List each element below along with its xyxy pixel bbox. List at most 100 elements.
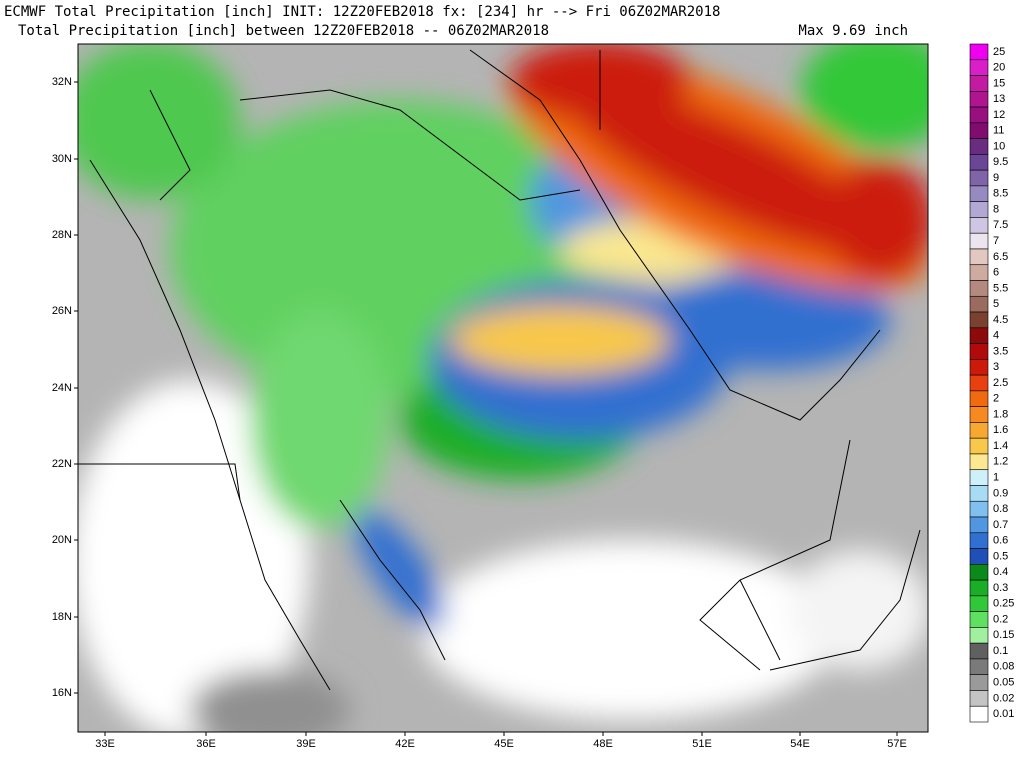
legend-label: 0.25: [993, 598, 1014, 610]
legend-swatch: [969, 43, 989, 61]
legend-swatch: [969, 359, 989, 376]
legend-swatch: [969, 91, 989, 108]
legend-label: 0.02: [993, 692, 1014, 704]
legend-label: 0.2: [993, 613, 1008, 625]
title-line1: ECMWF Total Precipitation [inch] INIT: 1…: [4, 4, 720, 20]
legend-label: 0.7: [993, 519, 1008, 531]
lon-label: 51E: [692, 738, 712, 750]
legend-swatch: [969, 564, 989, 581]
legend-swatch: [969, 485, 989, 502]
legend-label: 0.9: [993, 487, 1008, 499]
legend-label: 3.5: [993, 345, 1008, 357]
legend-swatch: [969, 327, 989, 344]
legend-label: 9: [993, 172, 999, 184]
legend-swatch: [969, 343, 989, 360]
precip-map: [78, 44, 928, 732]
legend-label: 1.6: [993, 424, 1008, 436]
lat-label: 28N: [52, 229, 72, 241]
legend-swatch: [969, 138, 989, 155]
legend-swatch: [969, 658, 989, 675]
legend-swatch: [969, 154, 989, 171]
legend-swatch: [969, 390, 989, 407]
lon-label: 36E: [196, 738, 216, 750]
lat-label: 22N: [52, 458, 72, 470]
title-line2: Total Precipitation [inch] between 12Z20…: [18, 23, 549, 39]
legend-label: 7.5: [993, 219, 1008, 231]
legend-swatch: [969, 469, 989, 486]
legend-label: 11: [993, 125, 1004, 137]
legend-label: 4: [993, 330, 999, 342]
legend-swatch: [969, 548, 989, 565]
legend-swatch: [969, 374, 989, 392]
legend-label: 20: [993, 62, 1005, 74]
legend-label: 25: [993, 46, 1005, 58]
legend-label: 1.2: [993, 456, 1008, 468]
legend-label: 0.01: [993, 708, 1014, 720]
legend-swatch: [969, 611, 989, 628]
legend-label: 9.5: [993, 156, 1008, 168]
legend-label: 2.5: [993, 377, 1008, 389]
legend-label: 0.08: [993, 661, 1014, 673]
legend-swatch: [969, 595, 989, 612]
legend-label: 0.8: [993, 503, 1008, 515]
legend-swatch: [969, 217, 989, 234]
legend-swatch: [969, 122, 989, 139]
legend-label: 5: [993, 298, 999, 310]
legend-swatch: [969, 311, 989, 329]
legend-swatch: [969, 185, 989, 202]
legend-label: 6: [993, 267, 999, 279]
lat-label: 20N: [52, 534, 72, 546]
legend-label: 0.15: [993, 629, 1014, 641]
legend-label: 3: [993, 361, 999, 373]
max-value: Max 9.69 inch: [798, 23, 908, 39]
lon-label: 54E: [790, 738, 810, 750]
legend-label: 7: [993, 235, 999, 247]
legend-swatch: [969, 516, 989, 534]
legend-swatch: [969, 500, 989, 518]
lon-label: 33E: [95, 738, 115, 750]
legend-swatch: [969, 248, 989, 266]
legend-swatch: [969, 579, 989, 597]
legend-label: 0.4: [993, 566, 1008, 578]
legend-swatch: [969, 705, 989, 723]
lat-label: 26N: [52, 305, 72, 317]
legend-label: 0.6: [993, 535, 1008, 547]
legend-swatch: [969, 422, 989, 439]
legend-swatch: [969, 295, 989, 313]
lat-label: 32N: [52, 76, 72, 88]
lon-label: 42E: [395, 738, 415, 750]
lon-label: 39E: [296, 738, 316, 750]
legend-swatch: [969, 59, 989, 76]
legend-label: 5.5: [993, 282, 1008, 294]
legend-label: 4.5: [993, 314, 1008, 326]
legend-swatch: [969, 169, 989, 187]
legend-swatch: [969, 674, 989, 691]
legend-label: 12: [993, 109, 1005, 121]
legend-label: 15: [993, 77, 1005, 89]
legend-label: 1.8: [993, 408, 1008, 420]
lat-label: 30N: [52, 153, 72, 165]
legend-label: 0.05: [993, 676, 1014, 688]
legend-label: 6.5: [993, 251, 1008, 263]
legend-swatch: [969, 690, 989, 707]
legend-swatch: [969, 280, 989, 297]
lon-label: 45E: [494, 738, 514, 750]
legend-swatch: [969, 201, 989, 218]
lon-label: 48E: [593, 738, 613, 750]
lat-label: 16N: [52, 687, 72, 699]
legend-swatch: [969, 75, 989, 92]
legend-swatch: [969, 642, 989, 660]
legend-label: 2: [993, 393, 999, 405]
lon-label: 57E: [887, 738, 907, 750]
legend-label: 0.3: [993, 582, 1008, 594]
legend-label: 8.5: [993, 188, 1008, 200]
legend-swatch: [969, 453, 989, 471]
legend-label: 13: [993, 93, 1005, 105]
lat-label: 18N: [52, 611, 72, 623]
legend-label: 1.4: [993, 440, 1008, 452]
legend-swatch: [969, 532, 989, 549]
legend-label: 0.1: [993, 645, 1008, 657]
lat-label: 24N: [52, 382, 72, 394]
legend-label: 0.5: [993, 550, 1008, 562]
